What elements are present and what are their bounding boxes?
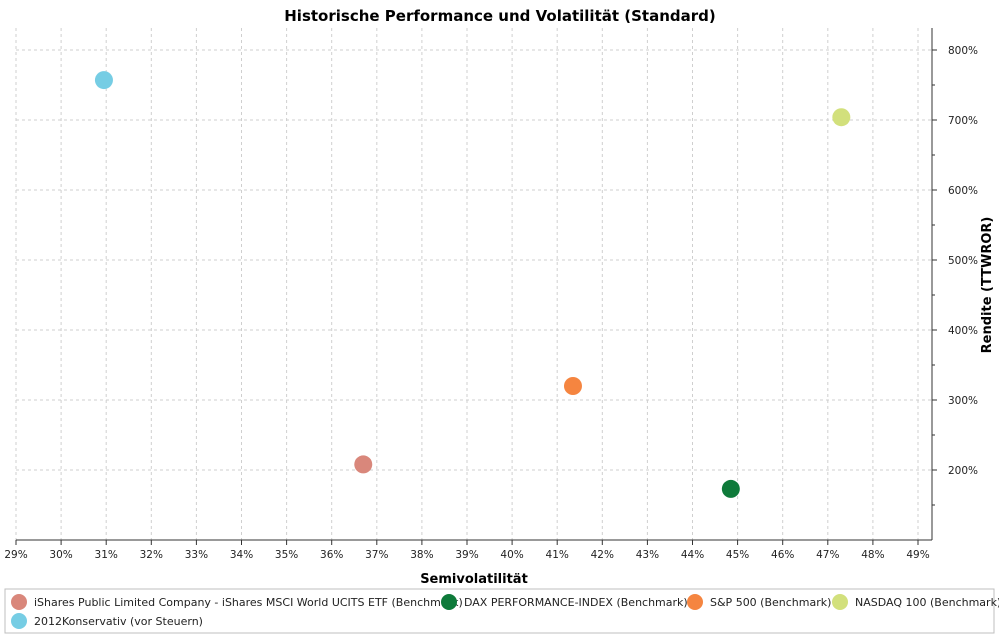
x-tick-label: 33% [185, 549, 208, 561]
x-tick-label: 43% [636, 549, 659, 561]
x-axis-ticks: 29% 30% 31% 32% 33% 34% 35% 36% 37% 38% 39% 40% 41% 4… [4, 540, 930, 561]
x-tick-label: 29% [4, 549, 27, 561]
x-tick-label: 31% [95, 549, 118, 561]
data-point-4[interactable] [832, 108, 851, 127]
legend: iShares Public Limited Company - iShares… [11, 594, 999, 629]
x-tick-label: 36% [320, 549, 343, 561]
x-tick-label: 40% [500, 549, 523, 561]
x-tick-label: 42% [591, 549, 614, 561]
y-tick-label: 400% [948, 325, 978, 337]
legend-marker [11, 613, 27, 629]
x-tick-label: 32% [140, 549, 163, 561]
legend-box [4, 588, 995, 634]
legend-marker [11, 594, 27, 610]
chart-title: Historische Performance und Volatilität … [284, 7, 715, 25]
x-tick-label: 46% [771, 549, 794, 561]
legend-label: 2012Konservativ (vor Steuern) [34, 615, 203, 628]
x-tick-label: 37% [365, 549, 388, 561]
legend-marker [441, 594, 457, 610]
y-tick-label: 700% [948, 115, 978, 127]
legend-label: S&P 500 (Benchmark) [710, 596, 831, 609]
data-points [94, 71, 851, 498]
data-point-5[interactable] [94, 71, 113, 90]
x-tick-label: 35% [275, 549, 298, 561]
y-tick-label: 300% [948, 395, 978, 407]
x-tick-label: 47% [816, 549, 839, 561]
x-tick-label: 38% [410, 549, 433, 561]
data-point-2[interactable] [721, 479, 740, 498]
data-point-1[interactable] [354, 455, 373, 474]
legend-marker [832, 594, 848, 610]
x-tick-label: 41% [546, 549, 569, 561]
legend-label: DAX PERFORMANCE-INDEX (Benchmark) [464, 596, 688, 609]
x-tick-label: 39% [455, 549, 478, 561]
x-axis-label: Semivolatilität [420, 572, 528, 587]
y-tick-label: 500% [948, 255, 978, 267]
x-tick-label: 30% [49, 549, 72, 561]
y-tick-label: 800% [948, 45, 978, 57]
x-tick-label: 45% [726, 549, 749, 561]
y-axis-label: Rendite (TTWROR) [980, 217, 995, 354]
legend-marker [687, 594, 703, 610]
gridlines [15, 28, 932, 540]
x-tick-label: 34% [230, 549, 253, 561]
data-point-3[interactable] [563, 377, 582, 395]
y-tick-label: 200% [948, 465, 978, 477]
x-tick-label: 48% [861, 549, 884, 561]
legend-label: iShares Public Limited Company - iShares… [34, 596, 463, 609]
y-axis-ticks: 200% 300% 400% 500% 600% 700% 800% [932, 45, 978, 506]
x-tick-label: 49% [906, 549, 929, 561]
y-tick-label: 600% [948, 185, 978, 197]
x-tick-label: 44% [681, 549, 704, 561]
legend-label: NASDAQ 100 (Benchmark) [855, 596, 999, 609]
